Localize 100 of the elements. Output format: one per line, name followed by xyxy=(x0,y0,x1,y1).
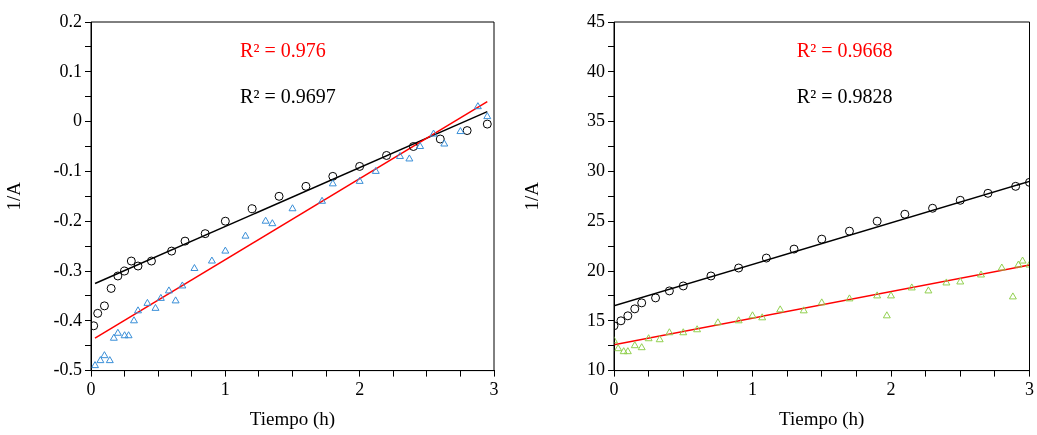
point xyxy=(106,283,116,293)
point xyxy=(664,286,674,296)
point xyxy=(164,286,173,294)
point xyxy=(706,271,716,281)
point xyxy=(178,281,187,289)
point xyxy=(630,341,639,349)
point xyxy=(355,161,365,171)
point xyxy=(845,294,854,302)
point xyxy=(274,191,284,201)
x-axis-title: Tiempo (h) xyxy=(249,407,336,430)
point xyxy=(130,316,138,324)
point xyxy=(113,328,122,336)
point xyxy=(817,234,827,244)
point xyxy=(734,316,743,324)
point xyxy=(482,119,492,129)
point xyxy=(113,271,123,281)
point xyxy=(651,293,661,303)
point xyxy=(416,142,425,149)
point xyxy=(873,291,882,299)
point xyxy=(473,102,482,110)
point xyxy=(328,179,337,187)
point xyxy=(134,306,142,314)
point xyxy=(882,311,891,319)
point xyxy=(261,216,270,224)
y-tick-label: 35 xyxy=(587,110,605,131)
point xyxy=(1018,256,1027,264)
y-tick-label: 0.1 xyxy=(59,60,82,81)
point xyxy=(887,291,895,299)
point xyxy=(630,304,640,314)
point xyxy=(907,283,916,291)
y-tick-label: -0.5 xyxy=(53,359,82,380)
point xyxy=(247,204,257,214)
point xyxy=(789,244,799,254)
point xyxy=(207,256,216,264)
point xyxy=(734,263,744,273)
point xyxy=(328,171,338,181)
point xyxy=(900,209,910,219)
point xyxy=(637,298,647,308)
point xyxy=(355,176,364,184)
point xyxy=(440,139,449,147)
point xyxy=(955,195,965,205)
point xyxy=(91,321,99,331)
point xyxy=(429,129,438,137)
point xyxy=(100,351,109,359)
point xyxy=(776,305,785,313)
point xyxy=(637,343,646,351)
y-tick-label: 40 xyxy=(587,60,605,81)
point xyxy=(614,344,623,352)
point xyxy=(619,347,628,355)
point xyxy=(655,335,664,343)
point xyxy=(268,219,277,227)
point xyxy=(167,246,177,256)
y-tick-label: 10 xyxy=(587,359,605,380)
point xyxy=(942,278,951,286)
point xyxy=(109,333,118,341)
point xyxy=(105,356,114,364)
y-tick-label: 30 xyxy=(587,160,605,181)
x-tick-label: 1 xyxy=(748,379,757,400)
point xyxy=(679,328,688,336)
point xyxy=(799,306,808,314)
point xyxy=(288,204,297,212)
point xyxy=(124,331,133,339)
point xyxy=(713,318,722,326)
y-axis-title: 1/A xyxy=(3,181,25,211)
point xyxy=(190,264,199,272)
point xyxy=(1008,292,1017,300)
x-tick-label: 0 xyxy=(609,379,619,400)
x-tick-label: 2 xyxy=(886,379,896,400)
point xyxy=(318,196,327,204)
y-axis-title: 1/A xyxy=(521,181,543,211)
y-tick-label: 15 xyxy=(587,309,605,330)
point xyxy=(405,154,414,162)
point xyxy=(997,263,1006,271)
point xyxy=(1014,260,1023,268)
y-tick-label: -0.1 xyxy=(53,160,82,181)
point xyxy=(221,246,230,254)
y-tick-label: -0.4 xyxy=(53,309,82,330)
point xyxy=(872,216,882,226)
point xyxy=(977,270,985,278)
x-axis-title: Tiempo (h) xyxy=(779,407,865,430)
x-tick-label: 3 xyxy=(489,379,499,400)
point xyxy=(180,236,190,246)
point xyxy=(143,298,152,306)
y-tick-label: 0.2 xyxy=(59,10,82,31)
point xyxy=(156,293,165,301)
point xyxy=(928,203,938,213)
point xyxy=(220,216,230,226)
point xyxy=(844,226,854,236)
point xyxy=(133,261,143,271)
point xyxy=(483,112,492,120)
point xyxy=(693,325,702,333)
annotation: R² = 0.9668 xyxy=(796,39,893,62)
point xyxy=(99,301,109,311)
annotation: R² = 0.9697 xyxy=(240,85,336,108)
point xyxy=(678,281,688,291)
point xyxy=(91,361,99,369)
x-tick-label: 0 xyxy=(86,379,96,400)
point xyxy=(924,286,933,294)
y-tick-label: -0.2 xyxy=(53,209,82,230)
point xyxy=(462,126,472,136)
